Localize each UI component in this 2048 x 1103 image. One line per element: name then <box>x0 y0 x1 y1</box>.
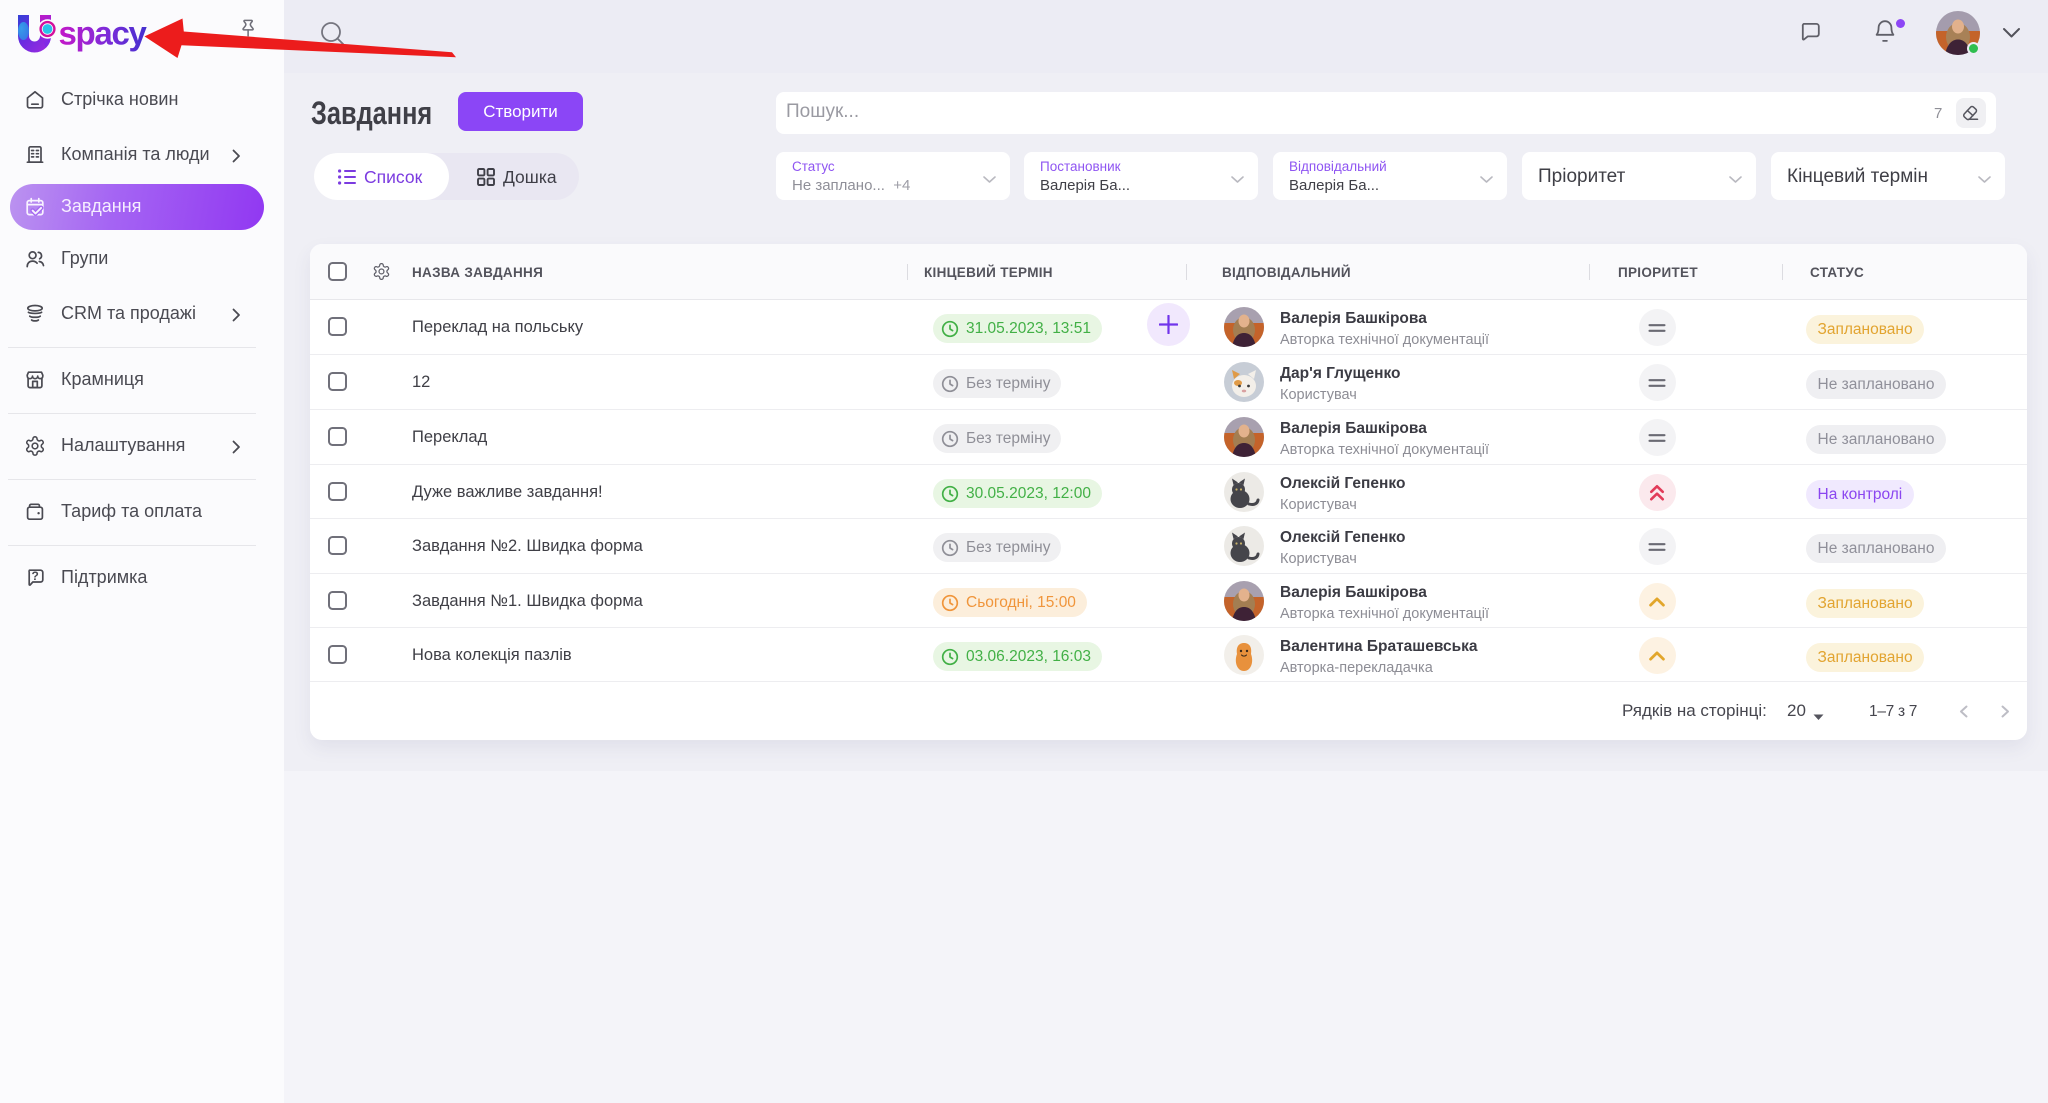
svg-text:spacy: spacy <box>59 15 148 52</box>
svg-text:?: ? <box>32 569 39 583</box>
